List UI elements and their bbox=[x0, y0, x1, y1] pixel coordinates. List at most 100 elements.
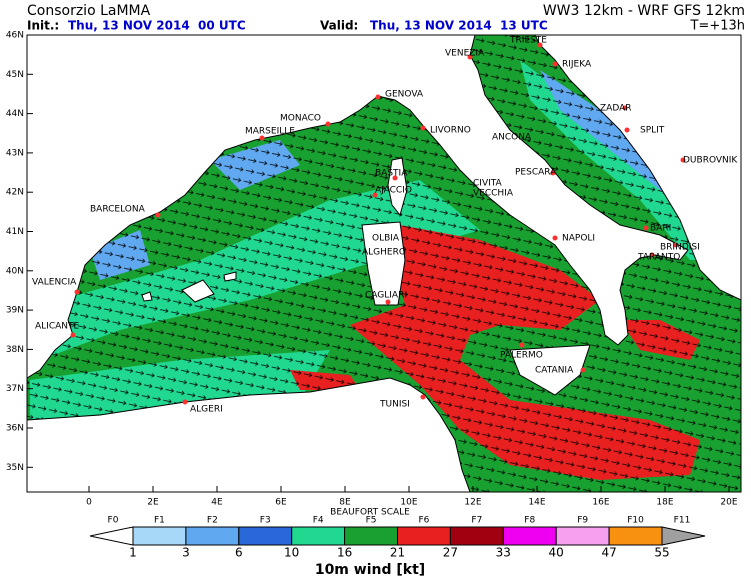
city-dot bbox=[325, 121, 331, 127]
map-area bbox=[26, 34, 742, 493]
land-africa bbox=[26, 377, 471, 493]
legend-class: F3 bbox=[260, 516, 271, 526]
city-dot bbox=[580, 367, 586, 373]
city-label: ALICANTE bbox=[35, 322, 79, 332]
legend-threshold: 1 bbox=[129, 546, 137, 560]
legend-class: F4 bbox=[313, 516, 324, 526]
city-label: MARSEILLE bbox=[245, 127, 295, 137]
lat-label: 36N bbox=[6, 424, 24, 434]
lat-label: 42N bbox=[6, 188, 24, 198]
city-label: PALERMO bbox=[500, 351, 543, 361]
legend-title: BEAUFORT SCALE bbox=[330, 508, 410, 518]
legend-class: F9 bbox=[577, 516, 588, 526]
legend-threshold: 47 bbox=[601, 546, 616, 560]
lat-label: 38N bbox=[6, 345, 24, 355]
city-dot bbox=[182, 399, 188, 405]
city-dot bbox=[673, 242, 679, 248]
balearics bbox=[141, 271, 237, 303]
city-label: ALGHERO bbox=[362, 248, 406, 258]
city-dot bbox=[552, 235, 558, 241]
city-dot bbox=[643, 225, 649, 231]
lon-label: 14E bbox=[528, 498, 545, 508]
city-dot bbox=[392, 175, 398, 181]
city-label: OLBIA bbox=[372, 234, 400, 244]
city-dot bbox=[649, 252, 655, 258]
legend-class: F10 bbox=[627, 516, 644, 526]
city-label: ALGERI bbox=[190, 405, 223, 415]
city-label: ANCONA bbox=[492, 133, 532, 143]
title: Consorzio LaMMA bbox=[27, 3, 151, 19]
lead-time: T=+13h bbox=[689, 19, 745, 34]
valid-time: Thu, 13 NOV 2014 13 UTC bbox=[370, 19, 548, 33]
lon-label: 18E bbox=[656, 498, 673, 508]
city-label: BASTIA bbox=[375, 169, 408, 179]
legend-class: F8 bbox=[524, 516, 535, 526]
city-label: VALENCIA bbox=[32, 278, 77, 288]
city-label: PESCARA bbox=[515, 168, 557, 178]
city-dot bbox=[372, 192, 378, 198]
lon-label: 4E bbox=[211, 498, 223, 508]
legend-swatch bbox=[449, 526, 504, 546]
city-dot bbox=[375, 94, 381, 100]
lat-label: 44N bbox=[6, 109, 24, 119]
lon-label: 16E bbox=[592, 498, 609, 508]
city-label: SPLIT bbox=[640, 126, 665, 136]
legend-swatch bbox=[132, 526, 187, 546]
city-dot bbox=[385, 299, 391, 305]
city-label: ZADAR bbox=[600, 104, 632, 114]
lon-label: 12E bbox=[464, 498, 481, 508]
city-label: RIJEKA bbox=[562, 60, 592, 70]
city-dot bbox=[622, 105, 628, 111]
lon-label: 0 bbox=[86, 498, 92, 508]
init-label: Init.: bbox=[27, 19, 59, 33]
legend-class: F7 bbox=[471, 516, 482, 526]
city-dot bbox=[519, 342, 525, 348]
legend-threshold: 6 bbox=[235, 546, 243, 560]
lon-label: 10E bbox=[400, 498, 417, 508]
city-dot bbox=[624, 127, 630, 133]
city-label: DUBROVNIK bbox=[683, 156, 738, 166]
legend-threshold: 3 bbox=[182, 546, 190, 560]
city-dot bbox=[550, 170, 556, 176]
city-label: CATANIA bbox=[535, 366, 574, 376]
legend-threshold: 55 bbox=[654, 546, 669, 560]
city-label: LIVORNO bbox=[430, 126, 471, 136]
city-dot bbox=[467, 54, 473, 60]
city-label: BARI bbox=[650, 224, 671, 234]
city-dot bbox=[420, 125, 426, 131]
legend-threshold: 10 bbox=[284, 546, 299, 560]
legend-threshold: 21 bbox=[390, 546, 405, 560]
city-label: MONACO bbox=[280, 114, 321, 124]
lon-label: 6E bbox=[275, 498, 287, 508]
city-dot bbox=[74, 289, 80, 295]
map-frame bbox=[26, 34, 742, 493]
legend-swatch bbox=[291, 526, 346, 546]
lat-label: 37N bbox=[6, 384, 24, 394]
lat-label: 40N bbox=[6, 266, 24, 276]
city-label: TUNISI bbox=[379, 400, 410, 410]
legend-swatch bbox=[502, 526, 557, 546]
lat-label: 43N bbox=[6, 148, 24, 158]
init-time: Thu, 13 NOV 2014 00 UTC bbox=[68, 19, 246, 33]
legend-class: F2 bbox=[207, 516, 218, 526]
legend-class: F0 bbox=[108, 516, 119, 526]
legend-swatch bbox=[608, 526, 663, 546]
lon-label: 8E bbox=[339, 498, 351, 508]
legend-swatch bbox=[344, 526, 399, 546]
legend-swatch bbox=[89, 526, 134, 546]
sardinia bbox=[361, 221, 406, 306]
legend-threshold: 27 bbox=[443, 546, 458, 560]
model: WW3 12km - WRF GFS 12km bbox=[543, 3, 745, 19]
legend-swatch bbox=[185, 526, 240, 546]
city-dot bbox=[537, 42, 543, 48]
corsica bbox=[387, 157, 408, 217]
lat-label: 39N bbox=[6, 306, 24, 316]
legend-swatch bbox=[661, 526, 706, 546]
legend-class: F11 bbox=[674, 516, 691, 526]
city-dot bbox=[420, 394, 426, 400]
city-label: CIVITA bbox=[473, 179, 503, 189]
city-label: NAPOLI bbox=[562, 234, 595, 244]
city-label: BRINDISI bbox=[660, 243, 700, 253]
lon-label: 20E bbox=[720, 498, 737, 508]
